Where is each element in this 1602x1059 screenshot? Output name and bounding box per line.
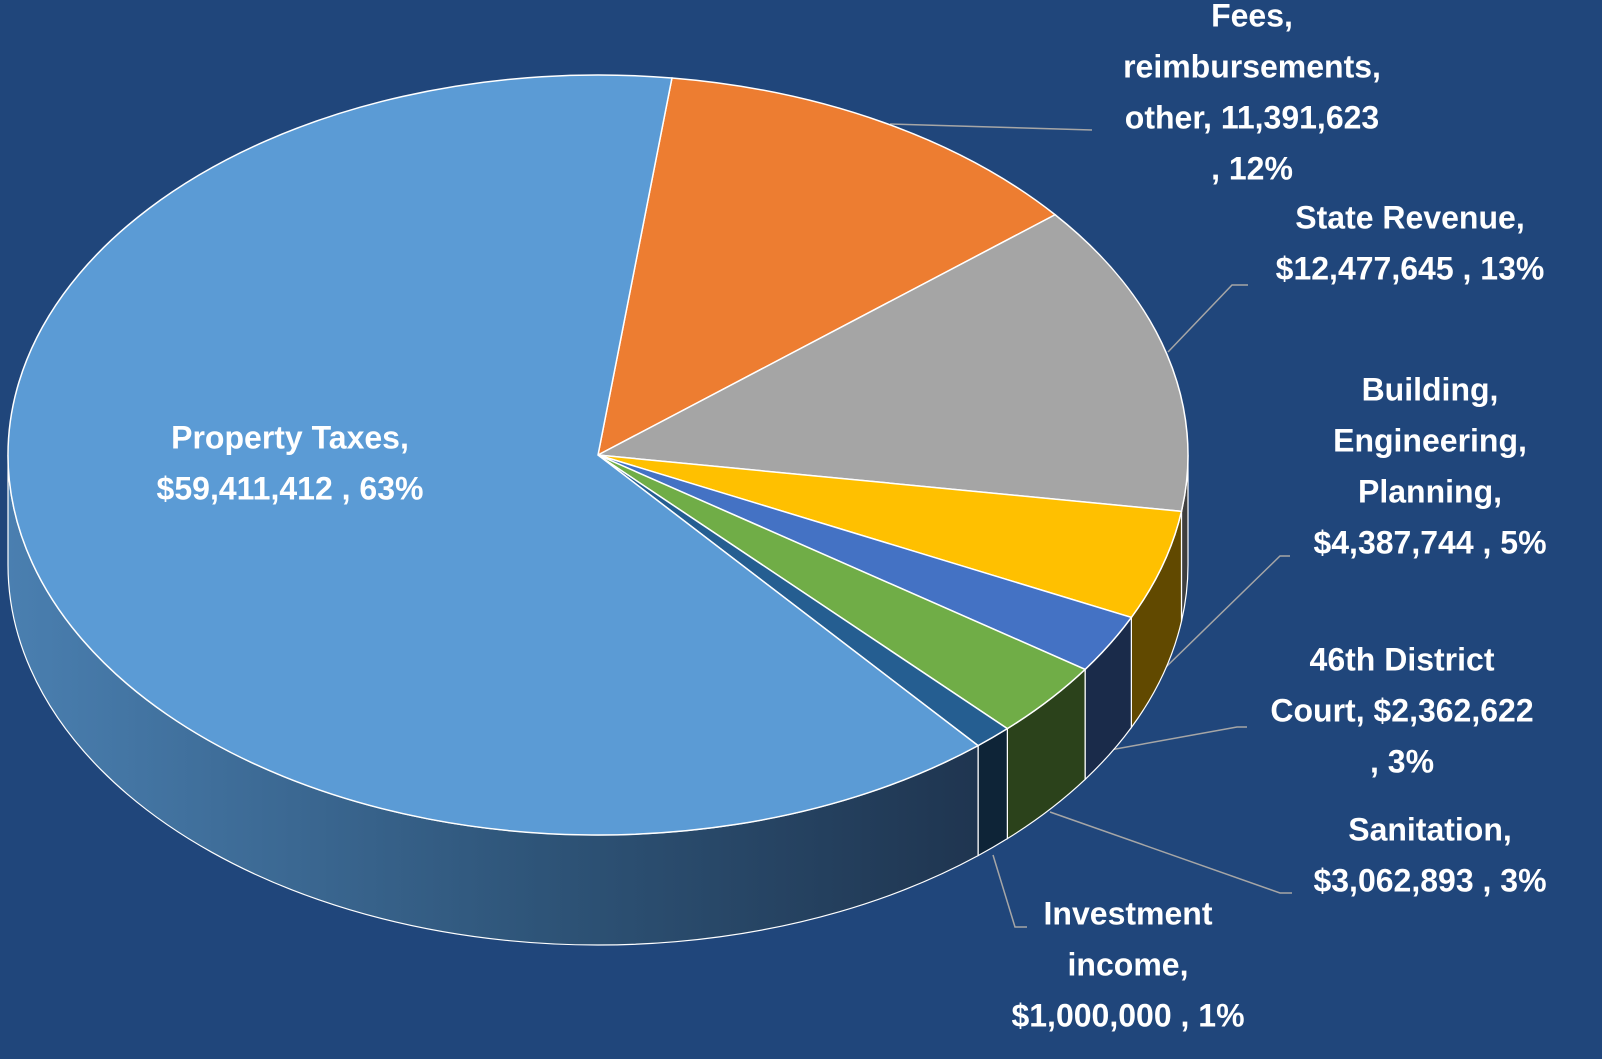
data-label-line: Court, $2,362,622	[1270, 692, 1533, 728]
leader-line	[889, 123, 1093, 131]
data-label-line: $1,000,000 , 1%	[1011, 997, 1244, 1033]
data-label-line: Engineering,	[1333, 422, 1527, 458]
data-label-line: Fees,	[1211, 0, 1293, 33]
data-label: Investment income, $1,000,000 , 1%	[1011, 895, 1244, 1033]
slice	[7, 74, 980, 836]
data-label: Property Taxes, $59,411,412 , 63%	[157, 419, 424, 506]
leader-line	[1164, 555, 1290, 669]
data-label-line: Planning,	[1358, 473, 1502, 509]
slice-side	[977, 727, 1008, 857]
data-label-line: 46th District	[1310, 641, 1495, 677]
data-label: Fees, reimbursements, other, 11,391,623 , 1…	[1123, 0, 1381, 186]
leader-line	[1049, 811, 1292, 894]
data-label-line: $12,477,645 , 13%	[1276, 250, 1545, 286]
data-label-line: Property Taxes,	[171, 419, 409, 455]
data-label-line: Sanitation,	[1348, 811, 1512, 847]
data-label-line: , 12%	[1211, 150, 1293, 186]
data-label: 46th District Court, $2,362,622 , 3%	[1270, 641, 1533, 779]
slice	[595, 213, 1189, 513]
data-label-line: $4,387,744 , 5%	[1313, 524, 1546, 560]
data-label-line: Building,	[1362, 371, 1499, 407]
data-label-line: $59,411,412 , 63%	[157, 470, 424, 506]
data-label-line: , 3%	[1370, 743, 1434, 779]
data-label-line: other, 11,391,623	[1125, 99, 1379, 135]
leader-line	[1109, 726, 1247, 751]
leader-line	[1167, 284, 1248, 353]
slice	[597, 454, 1183, 619]
data-label-line: reimbursements,	[1123, 48, 1381, 84]
data-label-line: income,	[1068, 946, 1189, 982]
data-label: State Revenue, $12,477,645 , 13%	[1276, 199, 1545, 286]
data-label-line: State Revenue,	[1295, 199, 1524, 235]
data-label-line: $3,062,893 , 3%	[1313, 862, 1546, 898]
leader-lines	[889, 123, 1292, 928]
slice	[596, 77, 1057, 457]
slices	[7, 74, 1189, 836]
data-label: Sanitation, $3,062,893 , 3%	[1313, 811, 1546, 898]
leader-line	[992, 854, 1027, 928]
data-label: Building, Engineering, Planning, $4,387,744…	[1313, 371, 1546, 560]
data-label-line: Investment	[1044, 895, 1213, 931]
